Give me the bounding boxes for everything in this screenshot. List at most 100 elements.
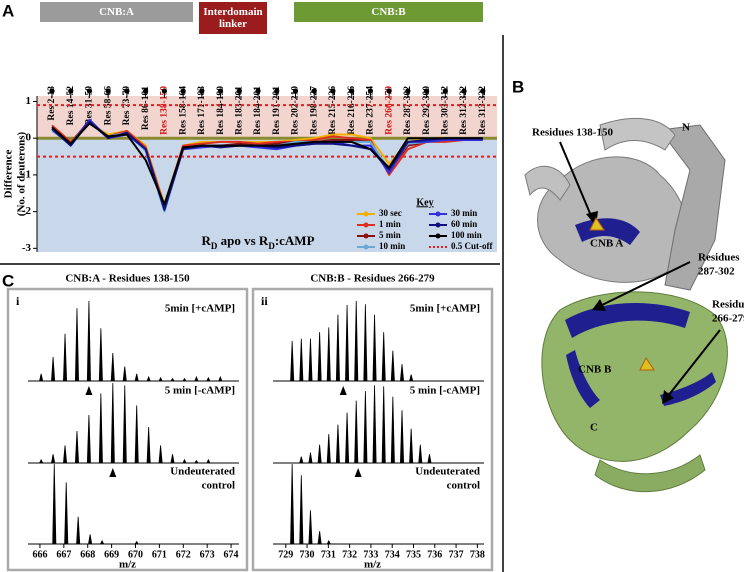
x-tick-label: 737 bbox=[449, 549, 464, 560]
peak bbox=[51, 356, 56, 382]
x-tick-label: 733 bbox=[363, 549, 378, 560]
panel-number: ii bbox=[261, 294, 268, 308]
x-tick-label: 730 bbox=[300, 549, 315, 560]
centroid-marker bbox=[85, 386, 93, 395]
trace-label: Undeuterated bbox=[415, 466, 480, 478]
y-tick-label: -1 bbox=[22, 168, 31, 180]
peak bbox=[134, 540, 140, 545]
peak bbox=[194, 375, 199, 382]
peak bbox=[86, 414, 91, 464]
x-tick-label: Res 183-201 bbox=[234, 86, 244, 135]
x-tick-label: Res 138-150 bbox=[160, 86, 170, 135]
peak bbox=[317, 531, 322, 545]
annotation-part: R bbox=[201, 233, 211, 248]
annotation-part: D bbox=[268, 241, 275, 251]
peak bbox=[308, 338, 313, 382]
peak bbox=[98, 393, 103, 464]
peak bbox=[290, 463, 295, 545]
pin-head bbox=[442, 88, 448, 94]
pin-head bbox=[292, 88, 299, 94]
x-tick-label: Res 171-183 bbox=[197, 86, 207, 135]
x-tick-label: 732 bbox=[342, 549, 357, 560]
residues-138-150 bbox=[575, 218, 640, 245]
legend-label: 30 min bbox=[451, 208, 477, 218]
legend-dot bbox=[363, 233, 369, 239]
x-axis-label: m/z bbox=[119, 559, 136, 571]
spectrum-title: CNB:A - Residues 138-150 bbox=[65, 273, 190, 285]
domain-bar: Interdomain linker bbox=[199, 2, 267, 34]
pin-head bbox=[461, 88, 467, 94]
peak bbox=[39, 373, 44, 382]
trace-label: 5min [+cAMP] bbox=[165, 303, 235, 315]
peak bbox=[363, 304, 368, 382]
legend-label: 100 min bbox=[451, 230, 482, 240]
peak bbox=[390, 350, 395, 382]
x-tick-label: 673 bbox=[200, 549, 215, 560]
x-tick-label: 731 bbox=[321, 549, 336, 560]
trace-label: control bbox=[202, 480, 235, 492]
peak bbox=[299, 475, 304, 545]
peak bbox=[372, 385, 377, 464]
peak bbox=[122, 385, 127, 464]
pin-head bbox=[105, 88, 111, 94]
peak bbox=[399, 364, 405, 382]
centroid-marker bbox=[109, 468, 117, 477]
peak bbox=[122, 366, 127, 382]
x-tick-label: Res 237-254 bbox=[366, 86, 376, 135]
peak bbox=[345, 412, 350, 464]
x-tick-label: Res 215-226 bbox=[328, 86, 338, 135]
pin-head bbox=[180, 88, 186, 94]
peak bbox=[418, 444, 423, 464]
pin-head bbox=[274, 88, 280, 94]
helix-blue bbox=[566, 350, 600, 408]
peak bbox=[99, 539, 105, 545]
legend-dot bbox=[363, 222, 369, 228]
peak bbox=[38, 458, 44, 464]
positive-region bbox=[37, 96, 497, 139]
peak bbox=[51, 454, 56, 464]
trace-label: 5 min [-cAMP] bbox=[410, 385, 480, 397]
peak bbox=[299, 338, 304, 382]
peak bbox=[62, 445, 68, 464]
y-tick-label: 1 bbox=[26, 95, 32, 107]
x-tick-label: 670 bbox=[128, 549, 143, 560]
legend-title: Key bbox=[416, 197, 433, 208]
pin-head bbox=[424, 88, 430, 94]
legend-label: 5 min bbox=[379, 230, 401, 240]
helix bbox=[599, 117, 676, 151]
x-tick-label: Res 2-13 bbox=[47, 86, 57, 121]
peak bbox=[110, 382, 115, 464]
x-tick-label: Res 184-201 bbox=[253, 86, 263, 135]
peak bbox=[63, 333, 68, 382]
peak bbox=[308, 452, 313, 464]
annotation-part: D bbox=[211, 241, 218, 251]
peak bbox=[86, 300, 91, 382]
peak bbox=[335, 424, 340, 464]
peak bbox=[354, 300, 359, 382]
x-tick-label: 667 bbox=[56, 549, 71, 560]
pin-head bbox=[480, 88, 486, 94]
structure-label: 266-279 bbox=[712, 313, 744, 325]
peak bbox=[363, 390, 368, 464]
peak bbox=[98, 328, 103, 382]
pin-head bbox=[143, 88, 149, 94]
trace-label: Undeuterated bbox=[170, 466, 235, 478]
panel-letter: A bbox=[2, 1, 14, 20]
peak bbox=[317, 444, 322, 464]
structure-label: 287-302 bbox=[698, 266, 735, 278]
spectrum-frame bbox=[251, 287, 494, 572]
protein-structure bbox=[524, 117, 728, 493]
peak bbox=[218, 375, 223, 382]
peak bbox=[326, 327, 331, 382]
legend-dot bbox=[435, 211, 441, 217]
x-tick-label: Res 313-322 bbox=[478, 86, 488, 135]
x-tick-label: 734 bbox=[385, 549, 400, 560]
structure-label: CNB B bbox=[578, 364, 612, 376]
peak bbox=[326, 434, 331, 464]
camp-ligand bbox=[589, 217, 655, 371]
pin-head bbox=[405, 88, 411, 94]
peak bbox=[290, 340, 295, 382]
series-line bbox=[51, 120, 483, 208]
x-tick-label: 729 bbox=[278, 549, 293, 560]
